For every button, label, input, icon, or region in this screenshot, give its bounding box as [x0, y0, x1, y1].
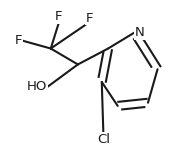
Text: F: F	[86, 12, 93, 25]
Text: F: F	[15, 34, 22, 47]
Text: HO: HO	[27, 80, 48, 93]
Text: F: F	[55, 10, 62, 23]
Text: Cl: Cl	[97, 133, 110, 146]
Text: N: N	[134, 26, 144, 39]
